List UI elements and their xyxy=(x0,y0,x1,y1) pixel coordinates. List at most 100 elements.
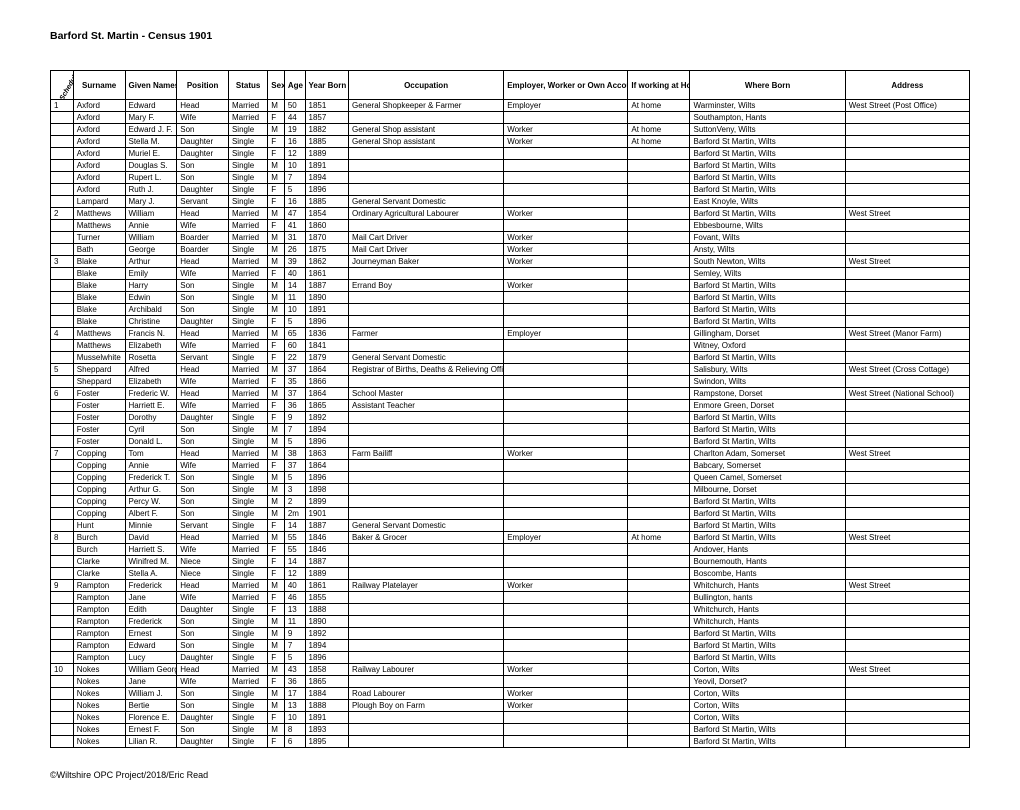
table-cell xyxy=(504,508,628,520)
table-cell: Copping xyxy=(73,496,125,508)
table-cell: Daughter xyxy=(177,712,229,724)
table-cell xyxy=(628,472,690,484)
table-cell: Lucy xyxy=(125,652,177,664)
table-cell: Single xyxy=(228,172,267,184)
table-cell xyxy=(51,628,74,640)
table-cell: Matthews xyxy=(73,328,125,340)
table-cell: Nokes xyxy=(73,724,125,736)
table-cell: Wife xyxy=(177,112,229,124)
table-row: BlakeArchibaldSonSingleM101891Barford St… xyxy=(51,304,970,316)
table-cell: Edward xyxy=(125,100,177,112)
table-row: NokesWilliam J.SonSingleM171884Road Labo… xyxy=(51,688,970,700)
table-cell: 1887 xyxy=(305,280,348,292)
table-cell: Daughter xyxy=(177,604,229,616)
table-cell xyxy=(845,496,969,508)
table-cell: Ansty, Wilts xyxy=(690,244,845,256)
table-cell: Wife xyxy=(177,676,229,688)
table-cell: Burch xyxy=(73,544,125,556)
table-cell: Married xyxy=(228,580,267,592)
table-cell: Daughter xyxy=(177,652,229,664)
table-cell: 2m xyxy=(284,508,305,520)
table-cell: 14 xyxy=(284,280,305,292)
table-cell: Barford St Martin, Wilts xyxy=(690,136,845,148)
table-cell: 1865 xyxy=(305,676,348,688)
table-cell xyxy=(628,448,690,460)
table-cell: Married xyxy=(228,268,267,280)
table-cell: Single xyxy=(228,244,267,256)
table-cell: Fovant, Wilts xyxy=(690,232,845,244)
table-cell xyxy=(348,340,503,352)
table-cell: F xyxy=(268,196,285,208)
table-cell: Married xyxy=(228,532,267,544)
table-cell: 1870 xyxy=(305,232,348,244)
table-cell xyxy=(504,472,628,484)
table-cell xyxy=(504,364,628,376)
table-cell: Nokes xyxy=(73,712,125,724)
table-cell: Railway Platelayer xyxy=(348,580,503,592)
table-cell xyxy=(504,484,628,496)
table-cell xyxy=(51,544,74,556)
table-cell: Copping xyxy=(73,472,125,484)
table-cell: Errand Boy xyxy=(348,280,503,292)
table-cell: 1855 xyxy=(305,592,348,604)
table-cell: Barford St Martin, Wilts xyxy=(690,508,845,520)
table-cell xyxy=(51,148,74,160)
table-cell xyxy=(845,220,969,232)
table-cell: F xyxy=(268,676,285,688)
table-cell xyxy=(504,592,628,604)
table-cell: Enmore Green, Dorset xyxy=(690,400,845,412)
table-cell: 1896 xyxy=(305,652,348,664)
table-cell xyxy=(628,664,690,676)
table-cell: 41 xyxy=(284,220,305,232)
table-cell xyxy=(845,652,969,664)
table-cell: 11 xyxy=(284,616,305,628)
table-cell xyxy=(51,616,74,628)
table-cell xyxy=(51,184,74,196)
table-cell: 65 xyxy=(284,328,305,340)
table-cell: M xyxy=(268,172,285,184)
table-cell: 6 xyxy=(51,388,74,400)
table-cell xyxy=(845,184,969,196)
table-cell xyxy=(845,544,969,556)
table-cell: 1885 xyxy=(305,136,348,148)
table-cell xyxy=(628,304,690,316)
column-header: Surname xyxy=(73,71,125,100)
table-cell: Warminster, Wilts xyxy=(690,100,845,112)
table-cell xyxy=(51,520,74,532)
table-cell xyxy=(628,676,690,688)
table-cell: 22 xyxy=(284,352,305,364)
table-cell: Wife xyxy=(177,220,229,232)
table-cell xyxy=(348,424,503,436)
table-cell: 9 xyxy=(284,628,305,640)
table-cell xyxy=(628,328,690,340)
table-cell: William xyxy=(125,208,177,220)
table-cell: Daughter xyxy=(177,412,229,424)
table-cell: 1896 xyxy=(305,184,348,196)
table-cell xyxy=(845,400,969,412)
table-row: MatthewsAnnieWifeMarriedF411860Ebbesbour… xyxy=(51,220,970,232)
table-cell: Edward J. F. xyxy=(125,124,177,136)
table-cell: 1893 xyxy=(305,724,348,736)
table-cell xyxy=(628,196,690,208)
table-cell xyxy=(348,724,503,736)
table-cell xyxy=(845,172,969,184)
table-cell: Single xyxy=(228,136,267,148)
table-cell: Ruth J. xyxy=(125,184,177,196)
table-cell xyxy=(348,640,503,652)
table-cell xyxy=(845,352,969,364)
table-cell xyxy=(845,520,969,532)
table-cell: Single xyxy=(228,496,267,508)
column-header: Given Names xyxy=(125,71,177,100)
table-cell xyxy=(504,460,628,472)
table-cell xyxy=(504,112,628,124)
table-cell xyxy=(51,124,74,136)
table-row: NokesLilian R.DaughterSingleF61895Barfor… xyxy=(51,736,970,748)
table-cell xyxy=(348,652,503,664)
table-cell: M xyxy=(268,232,285,244)
table-cell: Son xyxy=(177,700,229,712)
table-cell: 1861 xyxy=(305,268,348,280)
table-cell: F xyxy=(268,220,285,232)
table-cell: Axford xyxy=(73,160,125,172)
table-cell: Barford St Martin, Wilts xyxy=(690,148,845,160)
table-cell: Barford St Martin, Wilts xyxy=(690,436,845,448)
